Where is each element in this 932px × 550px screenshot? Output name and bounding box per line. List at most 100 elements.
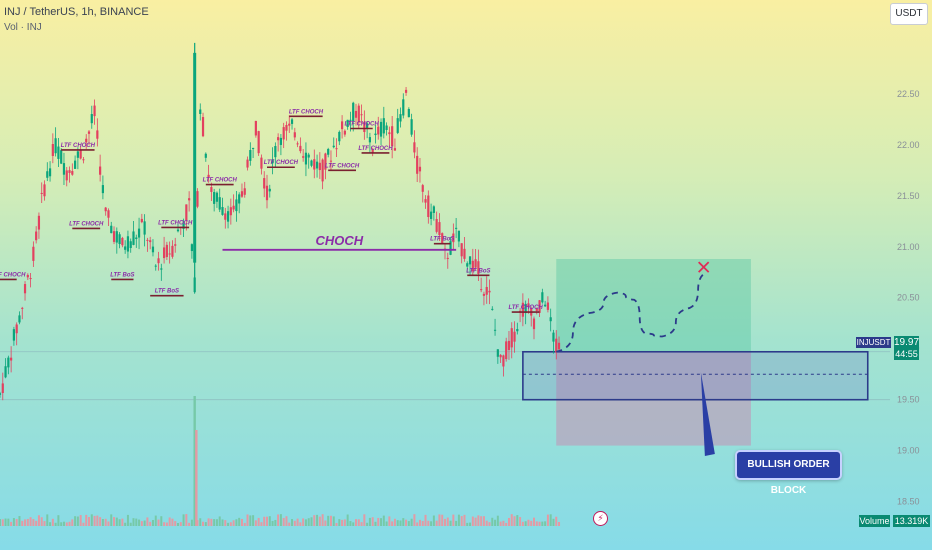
candle-body (477, 261, 480, 274)
volume-bar (76, 516, 79, 526)
currency-badge[interactable]: USDT (890, 3, 928, 25)
candle-body (471, 260, 474, 272)
volume-bar (7, 518, 10, 526)
volume-bar (207, 518, 210, 526)
candle-body (315, 161, 319, 169)
candle-body (549, 317, 552, 322)
candle-body (93, 105, 96, 117)
volume-bar (118, 519, 121, 526)
volume-bar (471, 516, 474, 526)
volume-bar (338, 519, 341, 526)
candle-body (371, 149, 374, 153)
volume-bar (318, 516, 321, 526)
candle-body (435, 219, 438, 232)
symbol-title[interactable]: INJ / TetherUS, 1h, BINANCE (4, 6, 149, 18)
volume-bar (1, 519, 4, 526)
candle-body (48, 168, 52, 177)
volume-bar (438, 514, 441, 526)
volume-bar (129, 522, 132, 526)
volume-bar (151, 519, 154, 526)
volume-bar (204, 522, 207, 526)
volume-bar (558, 522, 561, 526)
candle-body (366, 123, 369, 129)
candle-body (474, 259, 477, 268)
candle-body (126, 236, 130, 252)
volume-bar (521, 521, 524, 526)
candle-body (229, 207, 232, 216)
candle-body (485, 286, 488, 295)
volume-bar (0, 519, 1, 526)
volume-bar (263, 516, 266, 526)
volume-bar (218, 516, 221, 526)
volume-bar (535, 521, 538, 526)
volume-bar (46, 514, 49, 526)
candle-body (346, 119, 349, 128)
volume-indicator-title[interactable]: Vol · INJ (4, 22, 42, 33)
candle-body (532, 318, 536, 330)
volume-bar (74, 516, 77, 526)
y-tick-label: 22.00 (897, 140, 920, 150)
volume-bar (260, 522, 263, 526)
volume-bar (457, 514, 460, 526)
volume-bar (254, 520, 257, 526)
volume-bar (213, 519, 216, 526)
volume-bar (60, 522, 63, 526)
candle-body (460, 243, 463, 257)
candle-body (196, 191, 199, 207)
volume-bar (396, 520, 399, 526)
volume-bar (494, 519, 497, 526)
volume-bar (466, 522, 469, 526)
volume-bar (227, 522, 230, 526)
candle-body (121, 237, 124, 246)
candle-body (18, 315, 21, 323)
candle-body (332, 145, 335, 148)
candle-body (379, 121, 383, 137)
candle-body (552, 332, 555, 342)
lightning-icon[interactable]: ⚡ (593, 511, 608, 526)
candle-body (171, 245, 174, 257)
volume-bar (485, 520, 488, 526)
volume-bar (179, 522, 182, 526)
volume-bar (449, 520, 452, 526)
volume-bar (293, 520, 296, 526)
candle-body (505, 341, 508, 360)
candle-body (43, 184, 46, 197)
candle-body (60, 150, 63, 164)
candle-body (399, 114, 402, 122)
candle-body (299, 145, 302, 152)
candle-body (493, 329, 497, 331)
candle-body (302, 156, 305, 158)
candle-body (1, 383, 4, 394)
volume-bar (402, 518, 405, 526)
stop-zone (556, 351, 751, 446)
ltf-label: LTF CHOCH (203, 178, 238, 184)
candle-body (132, 231, 135, 245)
ltf-label: LTF CHOCH (344, 122, 379, 128)
volume-bar (224, 520, 227, 526)
position-zones (522, 259, 869, 456)
candle-body (310, 160, 313, 166)
candle-body (271, 159, 274, 164)
volume-bar (37, 515, 40, 526)
volume-bar (12, 518, 15, 526)
volume-bar (533, 517, 535, 526)
candle-body (182, 223, 185, 229)
volume-bar-spike-2 (195, 430, 198, 526)
candle-body (407, 109, 410, 118)
candle-body (491, 308, 494, 310)
candle-body (418, 166, 422, 172)
volume-bar (140, 521, 143, 526)
candle-body (112, 231, 116, 242)
volume-bar (307, 518, 310, 526)
candle-body (391, 126, 394, 147)
volume-bar (113, 517, 116, 526)
candle-body (516, 328, 519, 332)
candle-body (73, 160, 77, 169)
candle-body (15, 324, 18, 334)
volume-bar (441, 514, 444, 526)
candle-body (232, 205, 235, 210)
y-tick-label: 19.50 (897, 395, 920, 405)
candle-body (396, 118, 399, 133)
candle-body (21, 307, 24, 309)
